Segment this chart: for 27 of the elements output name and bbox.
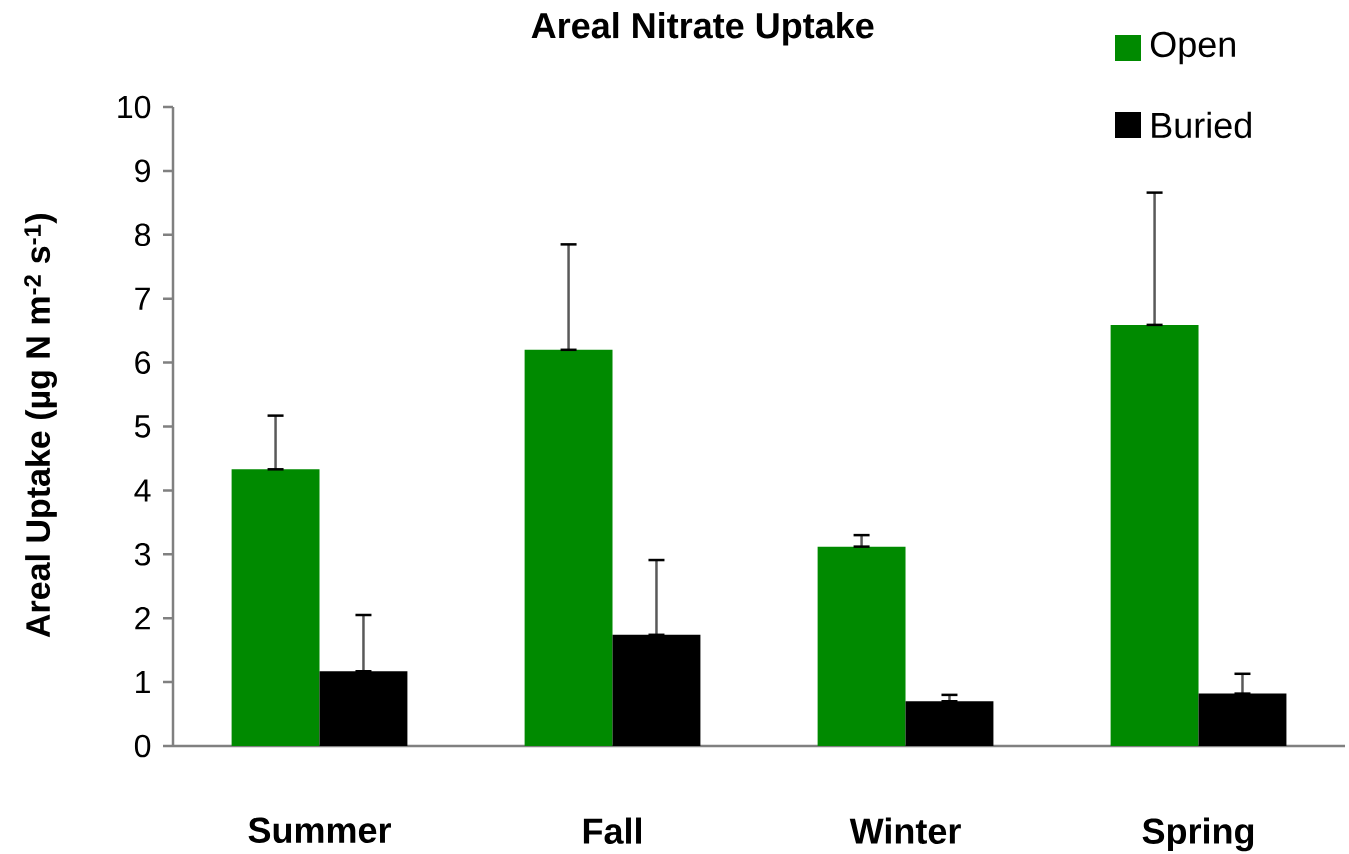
y-tick-label: 8 — [135, 223, 151, 247]
chart-title: Areal Nitrate Uptake — [531, 12, 874, 46]
y-tick-label: 1 — [136, 671, 150, 694]
x-tick-label: Winter — [849, 817, 961, 844]
x-tick-label: Spring — [1142, 817, 1254, 852]
y-tick-label: 9 — [135, 159, 150, 183]
y-tick-label: 7 — [135, 287, 150, 310]
bar — [524, 349, 613, 746]
y-tick-label: 6 — [135, 351, 151, 374]
bar — [231, 469, 320, 746]
bar — [612, 634, 701, 746]
bar — [1110, 324, 1199, 746]
legend-label: Buried — [1152, 111, 1251, 139]
bar — [1198, 693, 1287, 746]
x-tick-label: Fall — [583, 817, 641, 844]
y-tick-label: 3 — [134, 542, 151, 566]
x-tick-label: Summer — [248, 817, 391, 844]
y-tick-label: 2 — [135, 607, 150, 630]
bar — [319, 671, 408, 746]
bar — [905, 701, 994, 746]
y-tick-label: 10 — [118, 95, 151, 119]
y-tick-label: 5 — [134, 415, 151, 438]
legend-label: Open — [1150, 31, 1235, 65]
y-axis-title: Areal Uptake (µg N m$^{-2}$ s$^{-1}$) — [24, 214, 57, 638]
y-tick-label: 0 — [134, 734, 151, 758]
bar — [817, 546, 906, 746]
y-tick-label: 4 — [134, 479, 151, 502]
